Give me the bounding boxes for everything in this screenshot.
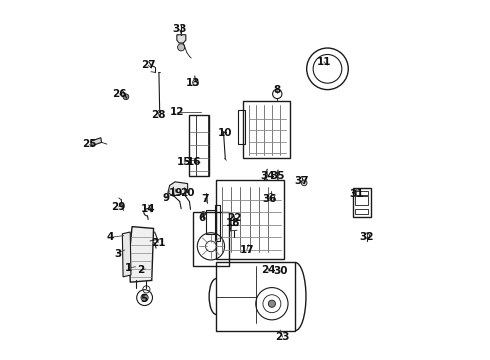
Text: 36: 36: [262, 194, 277, 204]
Circle shape: [269, 300, 275, 307]
Polygon shape: [177, 35, 186, 43]
Bar: [216, 180, 285, 259]
Text: 31: 31: [349, 189, 364, 199]
Text: 13: 13: [186, 78, 200, 88]
Bar: [196, 116, 208, 176]
Text: 12: 12: [170, 107, 184, 117]
Bar: [353, 188, 371, 217]
Text: 22: 22: [227, 213, 242, 222]
Text: 19: 19: [169, 188, 183, 198]
Circle shape: [141, 294, 148, 301]
Text: 20: 20: [180, 188, 194, 198]
Polygon shape: [91, 138, 101, 146]
Text: 33: 33: [172, 24, 187, 35]
Text: 10: 10: [218, 129, 233, 138]
Text: 30: 30: [273, 266, 288, 276]
Text: 25: 25: [82, 139, 96, 149]
Circle shape: [301, 180, 307, 186]
Text: 17: 17: [240, 245, 254, 255]
Bar: [355, 210, 368, 214]
Text: 32: 32: [360, 232, 374, 242]
Text: 23: 23: [275, 332, 290, 342]
Text: 28: 28: [151, 111, 166, 121]
Text: 18: 18: [226, 218, 241, 228]
Circle shape: [201, 212, 205, 216]
Bar: [193, 212, 229, 266]
Circle shape: [123, 94, 129, 100]
Text: 16: 16: [187, 157, 201, 167]
Text: 1: 1: [125, 263, 132, 273]
Text: 11: 11: [317, 57, 331, 67]
Text: 26: 26: [112, 89, 127, 99]
Polygon shape: [129, 226, 153, 282]
Text: 7: 7: [201, 194, 209, 204]
Text: 14: 14: [141, 204, 155, 214]
Text: 35: 35: [271, 171, 285, 181]
Polygon shape: [168, 182, 188, 196]
Text: 6: 6: [198, 213, 206, 222]
Bar: [355, 196, 368, 205]
Text: 29: 29: [112, 202, 126, 212]
Bar: [205, 211, 216, 234]
Text: 27: 27: [141, 60, 155, 70]
Text: 34: 34: [260, 171, 274, 181]
Text: 9: 9: [163, 193, 170, 203]
Bar: [243, 101, 290, 158]
Text: 24: 24: [261, 265, 275, 275]
Text: 2: 2: [137, 265, 145, 275]
Text: 8: 8: [273, 85, 281, 95]
Polygon shape: [122, 232, 131, 277]
Text: 21: 21: [151, 238, 166, 248]
Bar: [215, 205, 220, 241]
Bar: [216, 262, 295, 330]
Text: 3: 3: [114, 248, 122, 258]
Bar: [355, 191, 368, 195]
Circle shape: [177, 44, 185, 51]
Bar: [238, 110, 245, 144]
Text: 5: 5: [140, 294, 147, 304]
Text: 37: 37: [294, 176, 309, 186]
Text: 4: 4: [107, 232, 114, 242]
Bar: [190, 116, 209, 176]
Text: 15: 15: [177, 157, 191, 167]
